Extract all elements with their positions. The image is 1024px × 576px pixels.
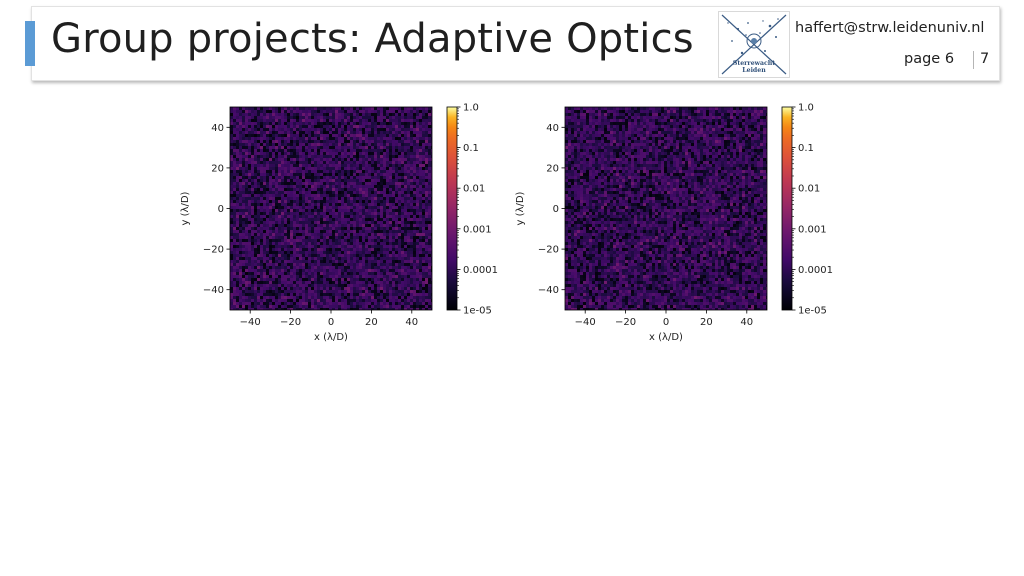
speckle-pattern (230, 107, 432, 310)
sterrewacht-leiden-logo: Sterrewacht Leiden (718, 11, 790, 78)
heatmap-panel-1: −40 −20 0 20 40 40 20 0 −20 −40 x (λ/D) y (λ/D) 1.0 0… (180, 103, 498, 344)
colorbar-tick-label: 0.1 (798, 143, 814, 154)
x-tick-label: 0 (328, 317, 334, 328)
colorbar-tick-label: 0.001 (798, 224, 827, 235)
y-tick-label: −40 (538, 285, 559, 296)
page-total: 7 (980, 51, 990, 67)
y-tick-label: 20 (211, 163, 224, 174)
y-axis-label: y (λ/D) (180, 191, 191, 225)
y-tick-label: −20 (203, 245, 224, 256)
heatmap-panel-2: −40 −20 0 20 40 40 20 0 −20 −40 x (λ/D) y (λ/D) 1.0 0… (515, 103, 833, 344)
page-number: page 6 (904, 51, 955, 67)
x-axis-label: x (λ/D) (314, 332, 348, 343)
colorbar-2 (781, 106, 793, 311)
header-card (31, 6, 1000, 81)
logo-text-line2: Leiden (742, 67, 766, 74)
x-tick-label: 20 (700, 317, 713, 328)
colorbar-tick-label: 0.01 (463, 184, 485, 195)
colorbar-tick-label: 1.0 (798, 103, 814, 114)
page-separator (973, 51, 974, 69)
x-axis-label: x (λ/D) (649, 332, 683, 343)
author-email: haffert@strw.leidenuniv.nl (795, 20, 985, 36)
colorbar-tick-label: 0.001 (463, 224, 492, 235)
speckle-pattern (565, 107, 767, 310)
x-tick-label: −20 (615, 317, 636, 328)
x-tick-label: 40 (740, 317, 753, 328)
y-tick-label: 40 (546, 123, 559, 134)
y-axis-label: y (λ/D) (515, 191, 526, 225)
y-tick-label: 20 (546, 163, 559, 174)
title-accent-bar (25, 21, 35, 66)
x-tick-label: 0 (663, 317, 669, 328)
x-tick-label: −40 (575, 317, 596, 328)
colorbar-tick-label: 1e-05 (798, 306, 827, 317)
colorbar-tick-label: 1e-05 (463, 306, 492, 317)
colorbar-tick-label: 0.0001 (798, 265, 833, 276)
y-tick-label: 0 (553, 204, 559, 215)
y-tick-label: 40 (211, 123, 224, 134)
colorbar-tick-label: 0.01 (798, 184, 820, 195)
colorbar-tick-label: 0.1 (463, 143, 479, 154)
x-tick-label: 40 (405, 317, 418, 328)
page-title: Group projects: Adaptive Optics (51, 16, 694, 62)
colorbar-tick-label: 0.0001 (463, 265, 498, 276)
colorbar-1 (446, 106, 458, 311)
x-tick-label: −20 (280, 317, 301, 328)
x-tick-label: 20 (365, 317, 378, 328)
colorbar-tick-label: 1.0 (463, 103, 479, 114)
y-tick-label: −40 (203, 285, 224, 296)
x-tick-label: −40 (240, 317, 261, 328)
logo-text-line1: Sterrewacht (733, 60, 775, 67)
y-tick-label: 0 (218, 204, 224, 215)
y-tick-label: −20 (538, 245, 559, 256)
